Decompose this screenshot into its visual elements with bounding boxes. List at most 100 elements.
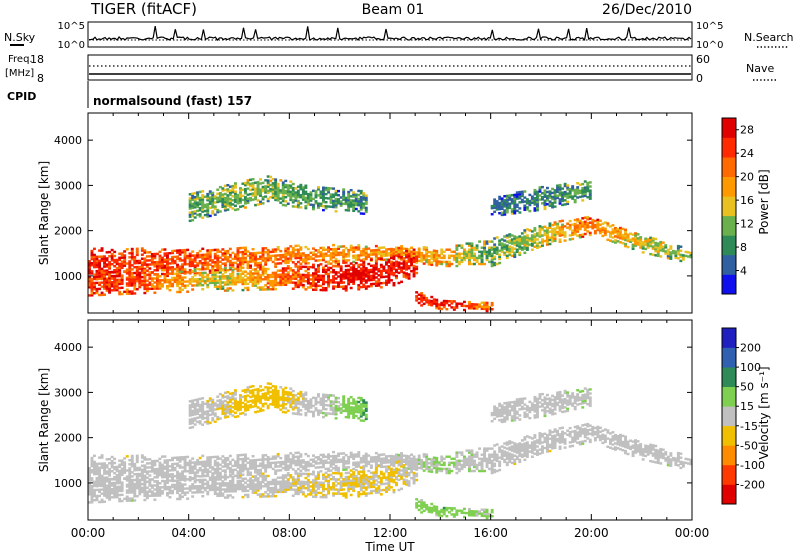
data-cell <box>377 457 381 461</box>
data-cell <box>508 460 512 464</box>
data-cell <box>193 210 197 213</box>
data-cell <box>289 464 293 467</box>
data-cell <box>468 254 471 258</box>
data-cell <box>621 440 625 444</box>
data-cell <box>98 281 102 285</box>
data-cell <box>246 469 250 473</box>
data-cell <box>256 257 260 261</box>
data-cell <box>427 299 431 302</box>
data-cell <box>108 285 112 288</box>
data-cell <box>385 252 388 255</box>
data-cell <box>196 284 200 287</box>
data-cell <box>415 257 419 261</box>
data-cell <box>201 277 205 281</box>
data-cell <box>347 455 351 459</box>
data-cell <box>641 454 645 457</box>
data-cell <box>231 272 235 276</box>
data-cell <box>347 190 351 194</box>
data-cell <box>498 253 502 257</box>
data-cell <box>624 451 628 455</box>
data-cell <box>100 269 104 273</box>
data-cell <box>281 255 285 259</box>
data-cell <box>538 452 542 455</box>
data-cell <box>473 469 476 473</box>
data-cell <box>261 458 265 461</box>
data-cell <box>478 256 482 260</box>
data-cell <box>221 205 225 209</box>
data-cell <box>327 246 331 249</box>
data-cell <box>470 463 474 467</box>
data-cell <box>88 262 91 265</box>
data-cell <box>306 201 310 204</box>
data-cell <box>128 475 132 478</box>
data-cell <box>254 462 258 466</box>
data-cell <box>213 476 217 479</box>
data-cell <box>578 227 582 231</box>
data-cell <box>294 461 298 465</box>
data-cell <box>636 243 640 246</box>
data-cell <box>629 447 633 451</box>
data-cell <box>93 287 96 291</box>
data-cell <box>558 190 562 193</box>
data-cell <box>576 230 580 233</box>
data-cell <box>392 261 396 265</box>
data-cell <box>100 249 104 252</box>
data-cell <box>425 467 429 471</box>
data-cell <box>498 201 502 205</box>
data-cell <box>319 459 323 463</box>
data-cell <box>301 188 305 191</box>
data-cell <box>621 233 625 237</box>
data-cell <box>485 309 489 313</box>
data-cell <box>221 197 225 200</box>
data-cell <box>231 283 235 286</box>
data-cell <box>395 457 398 461</box>
data-cell <box>306 276 310 279</box>
data-cell <box>656 252 660 256</box>
data-cell <box>332 285 336 288</box>
data-cell <box>374 262 378 265</box>
data-cell <box>420 256 424 259</box>
data-cell <box>158 283 162 286</box>
data-cell <box>581 193 585 196</box>
data-cell <box>390 249 393 253</box>
data-cell <box>342 259 346 262</box>
data-cell <box>213 472 217 475</box>
data-cell <box>332 461 336 464</box>
data-cell <box>264 468 268 471</box>
data-cell <box>113 258 117 262</box>
data-cell <box>344 198 348 202</box>
data-cell <box>251 455 255 458</box>
data-cell <box>422 258 426 261</box>
data-cell <box>306 253 310 257</box>
data-cell <box>168 278 172 282</box>
data-cell <box>372 278 376 282</box>
data-cell <box>445 299 449 303</box>
data-cell <box>427 303 431 306</box>
data-cell <box>503 460 507 464</box>
data-cell <box>93 259 96 263</box>
data-cell <box>259 178 263 181</box>
data-cell <box>510 461 514 465</box>
data-cell <box>234 278 237 282</box>
data-cell <box>120 463 124 466</box>
data-cell <box>523 444 527 447</box>
data-cell <box>669 247 673 250</box>
data-cell <box>231 186 235 190</box>
data-cell <box>362 204 366 207</box>
data-cell <box>319 246 323 250</box>
data-cell <box>372 253 376 256</box>
data-cell <box>480 465 484 469</box>
data-cell <box>304 204 308 208</box>
data-cell <box>432 456 436 459</box>
data-cell <box>530 451 534 454</box>
data-cell <box>513 458 517 462</box>
data-cell <box>490 471 494 475</box>
data-cell <box>299 206 303 209</box>
data-cell <box>485 256 489 260</box>
data-cell <box>369 258 373 261</box>
y-tick-label: 3000 <box>54 179 82 192</box>
data-cell <box>213 263 217 266</box>
data-cell <box>110 470 114 473</box>
data-cell <box>609 225 612 228</box>
data-cell <box>687 251 690 254</box>
